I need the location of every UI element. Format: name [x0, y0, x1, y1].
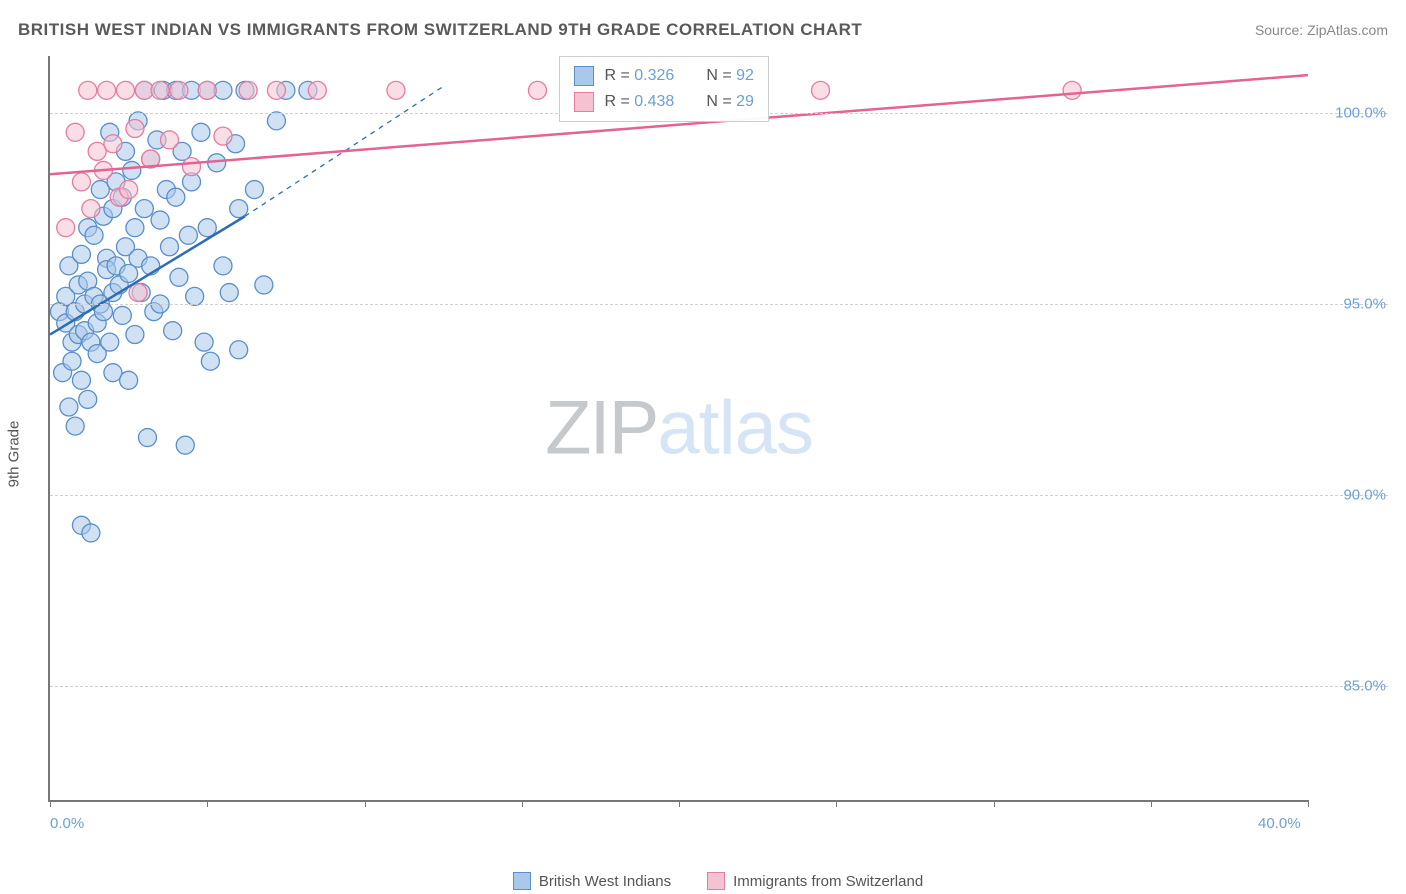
n-label: N = 92: [706, 67, 754, 85]
chart-title: BRITISH WEST INDIAN VS IMMIGRANTS FROM S…: [18, 20, 862, 40]
n-label: N = 29: [706, 93, 754, 111]
x-tick: [836, 800, 837, 807]
scatter-point: [170, 81, 188, 99]
scatter-point: [201, 352, 219, 370]
x-tick: [365, 800, 366, 807]
scatter-point: [135, 200, 153, 218]
scatter-point: [104, 135, 122, 153]
scatter-point: [179, 226, 197, 244]
scatter-point: [60, 398, 78, 416]
scatter-point: [126, 219, 144, 237]
scatter-point: [245, 181, 263, 199]
x-tick: [994, 800, 995, 807]
scatter-point: [66, 417, 84, 435]
legend-label: British West Indians: [539, 873, 671, 890]
scatter-point: [82, 200, 100, 218]
scatter-point: [72, 371, 90, 389]
scatter-point: [214, 257, 232, 275]
scatter-point: [387, 81, 405, 99]
correlation-legend-row: R = 0.438 N = 29: [560, 89, 767, 115]
scatter-point: [214, 127, 232, 145]
legend-label: Immigrants from Switzerland: [733, 873, 923, 890]
scatter-point: [161, 238, 179, 256]
legend-item: Immigrants from Switzerland: [707, 872, 923, 890]
scatter-point: [151, 81, 169, 99]
legend-swatch: [707, 872, 725, 890]
scatter-point: [63, 352, 81, 370]
scatter-point: [164, 322, 182, 340]
scatter-point: [138, 429, 156, 447]
plot-area: ZIPatlas 85.0%90.0%95.0%100.0%0.0%40.0%R…: [48, 56, 1308, 802]
scatter-point: [255, 276, 273, 294]
scatter-point: [161, 131, 179, 149]
scatter-point: [66, 123, 84, 141]
scatter-point: [72, 173, 90, 191]
chart-container: 9th Grade ZIPatlas 85.0%90.0%95.0%100.0%…: [48, 56, 1388, 852]
y-tick-label: 85.0%: [1316, 677, 1386, 694]
scatter-point: [170, 268, 188, 286]
scatter-point: [82, 524, 100, 542]
bottom-legend: British West Indians Immigrants from Swit…: [48, 872, 1388, 894]
r-label: R = 0.438: [604, 93, 674, 111]
x-tick: [522, 800, 523, 807]
legend-item: British West Indians: [513, 872, 671, 890]
scatter-point: [812, 81, 830, 99]
x-tick: [679, 800, 680, 807]
correlation-legend: R = 0.326 N = 92 R = 0.438 N = 29: [559, 56, 768, 122]
scatter-point: [528, 81, 546, 99]
legend-swatch: [574, 66, 594, 86]
scatter-point: [267, 112, 285, 130]
scatter-point: [220, 284, 238, 302]
x-tick: [1308, 800, 1309, 807]
scatter-point: [72, 245, 90, 263]
x-tick-label: 40.0%: [1258, 815, 1301, 832]
scatter-point: [167, 188, 185, 206]
y-tick-label: 95.0%: [1316, 296, 1386, 313]
legend-swatch: [513, 872, 531, 890]
scatter-point: [126, 119, 144, 137]
gridline: [50, 304, 1388, 305]
scatter-point: [198, 81, 216, 99]
scatter-point: [267, 81, 285, 99]
scatter-point: [120, 371, 138, 389]
r-label: R = 0.326: [604, 67, 674, 85]
x-tick: [50, 800, 51, 807]
scatter-point: [1063, 81, 1081, 99]
scatter-point: [79, 390, 97, 408]
scatter-point: [230, 200, 248, 218]
scatter-point: [183, 158, 201, 176]
scatter-point: [239, 81, 257, 99]
scatter-point: [85, 226, 103, 244]
scatter-point: [151, 211, 169, 229]
scatter-point: [123, 161, 141, 179]
scatter-point: [57, 219, 75, 237]
scatter-point: [308, 81, 326, 99]
header: BRITISH WEST INDIAN VS IMMIGRANTS FROM S…: [18, 20, 1388, 40]
x-tick: [1151, 800, 1152, 807]
scatter-point: [186, 287, 204, 305]
scatter-point: [230, 341, 248, 359]
x-tick: [207, 800, 208, 807]
plot-svg: [50, 56, 1308, 800]
legend-swatch: [574, 92, 594, 112]
scatter-point: [98, 81, 116, 99]
y-axis-title: 9th Grade: [6, 421, 23, 488]
scatter-point: [120, 181, 138, 199]
scatter-point: [113, 306, 131, 324]
scatter-point: [195, 333, 213, 351]
scatter-point: [79, 81, 97, 99]
gridline: [50, 495, 1388, 496]
scatter-point: [192, 123, 210, 141]
scatter-point: [126, 326, 144, 344]
scatter-point: [176, 436, 194, 454]
x-tick-label: 0.0%: [50, 815, 84, 832]
source-label: Source: ZipAtlas.com: [1255, 22, 1388, 38]
gridline: [50, 686, 1388, 687]
scatter-point: [101, 333, 119, 351]
correlation-legend-row: R = 0.326 N = 92: [560, 63, 767, 89]
y-tick-label: 90.0%: [1316, 486, 1386, 503]
y-tick-label: 100.0%: [1316, 105, 1386, 122]
scatter-point: [116, 81, 134, 99]
